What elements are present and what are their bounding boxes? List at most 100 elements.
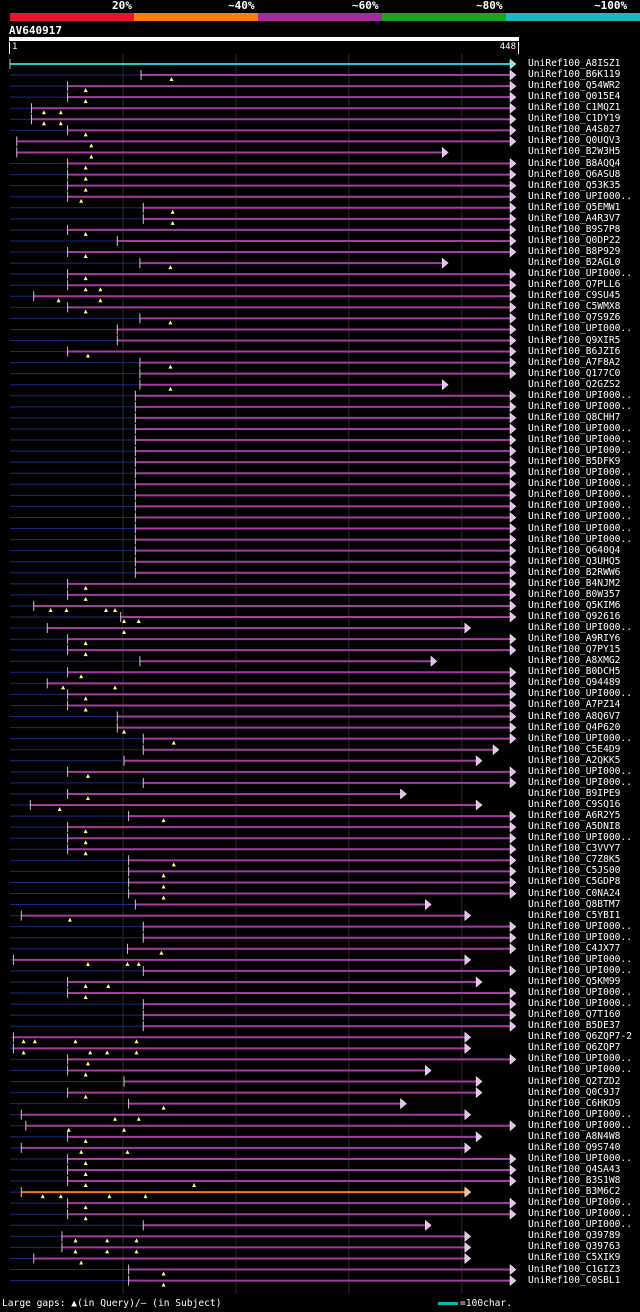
- hit-label[interactable]: UniRef100_Q6ZQP7: [528, 1042, 621, 1054]
- hit-label[interactable]: UniRef100_A9RIY6: [528, 633, 621, 645]
- hit-label[interactable]: UniRef100_Q4SA43: [528, 1164, 621, 1175]
- hit-label[interactable]: UniRef100_C7Z8K5: [528, 854, 621, 866]
- hit-row[interactable]: [10, 401, 517, 413]
- hit-row[interactable]: [10, 1142, 472, 1154]
- hit-row[interactable]: [10, 423, 517, 435]
- hit-row[interactable]: [10, 224, 517, 236]
- hit-label[interactable]: UniRef100_UPI000..: [528, 920, 632, 932]
- hit-row[interactable]: [10, 600, 517, 612]
- hit-label[interactable]: UniRef100_Q92616: [528, 611, 621, 622]
- hit-row[interactable]: [10, 644, 517, 657]
- hit-label[interactable]: UniRef100_B5DFK9: [528, 456, 621, 468]
- hit-label[interactable]: UniRef100_UPI000..: [528, 389, 632, 401]
- hit-label[interactable]: UniRef100_B5DE37: [528, 1020, 621, 1032]
- hit-label[interactable]: UniRef100_Q0UQV3: [528, 135, 621, 147]
- hit-row[interactable]: [10, 1131, 483, 1143]
- hit-row[interactable]: [10, 412, 517, 424]
- hit-label[interactable]: UniRef100_UPI000..: [528, 765, 632, 777]
- hit-row[interactable]: [10, 534, 517, 546]
- hit-label[interactable]: UniRef100_B8P929: [528, 246, 621, 258]
- hit-label[interactable]: UniRef100_UPI000..: [528, 776, 632, 788]
- hit-row[interactable]: [10, 102, 517, 115]
- hit-row[interactable]: [10, 1252, 472, 1265]
- hit-row[interactable]: [10, 611, 517, 623]
- hit-label[interactable]: UniRef100_UPI000..: [528, 500, 632, 512]
- hit-row[interactable]: [10, 1219, 432, 1231]
- hit-row[interactable]: [10, 1087, 483, 1099]
- hit-label[interactable]: UniRef100_A8Q6V7: [528, 710, 621, 722]
- hit-row[interactable]: [10, 854, 517, 867]
- hit-row[interactable]: [10, 1075, 483, 1088]
- hit-row[interactable]: [10, 1009, 517, 1021]
- hit-row[interactable]: [10, 788, 407, 800]
- hit-label[interactable]: UniRef100_UPI000..: [528, 931, 632, 943]
- hit-row[interactable]: [10, 312, 517, 325]
- hit-row[interactable]: [10, 711, 517, 723]
- hit-label[interactable]: UniRef100_Q53K35: [528, 179, 621, 191]
- hit-label[interactable]: UniRef100_Q3UHQ5: [528, 555, 621, 567]
- hit-label[interactable]: UniRef100_Q5KM99: [528, 975, 621, 987]
- hit-row[interactable]: [10, 567, 517, 579]
- hit-label[interactable]: UniRef100_B8AQQ4: [528, 157, 621, 169]
- hit-row[interactable]: [10, 323, 517, 335]
- hit-row[interactable]: [10, 1020, 517, 1032]
- hit-label[interactable]: UniRef100_Q94489: [528, 677, 621, 689]
- hit-row[interactable]: [10, 290, 517, 303]
- hit-row[interactable]: [10, 445, 517, 457]
- hit-row[interactable]: [10, 545, 517, 557]
- hit-row[interactable]: [10, 843, 517, 856]
- hit-label[interactable]: UniRef100_UPI000..: [528, 522, 632, 534]
- hit-label[interactable]: UniRef100_UPI000..: [528, 478, 632, 490]
- hit-label[interactable]: UniRef100_UPI000..: [528, 832, 632, 844]
- hit-row[interactable]: [10, 722, 517, 734]
- hit-row[interactable]: [10, 1264, 517, 1276]
- hit-label[interactable]: UniRef100_UPI000..: [528, 1197, 632, 1209]
- hit-label[interactable]: UniRef100_Q54WR2: [528, 80, 621, 92]
- hit-row[interactable]: [10, 1241, 472, 1254]
- hit-label[interactable]: UniRef100_UPI000..: [528, 268, 632, 280]
- hit-row[interactable]: [16, 135, 517, 148]
- hit-label[interactable]: UniRef100_Q5EMW1: [528, 201, 621, 213]
- hit-label[interactable]: UniRef100_UPI000..: [528, 1152, 632, 1164]
- hit-row[interactable]: [10, 688, 517, 701]
- hit-row[interactable]: [10, 69, 517, 82]
- hit-label[interactable]: UniRef100_UPI000..: [528, 511, 632, 523]
- hit-label[interactable]: UniRef100_C5GDP8: [528, 876, 621, 888]
- hit-row[interactable]: [10, 213, 517, 225]
- hit-label[interactable]: UniRef100_UPI000..: [528, 964, 632, 976]
- hit-row[interactable]: [10, 832, 517, 845]
- hit-label[interactable]: UniRef100_UPI000..: [528, 445, 632, 457]
- hit-label[interactable]: UniRef100_Q7T160: [528, 1009, 621, 1021]
- hit-row[interactable]: [10, 1120, 517, 1132]
- hit-label[interactable]: UniRef100_Q2TZD2: [528, 1075, 621, 1087]
- hit-label[interactable]: UniRef100_B0W357: [528, 588, 621, 600]
- hit-row[interactable]: [10, 113, 517, 126]
- hit-row[interactable]: [10, 755, 483, 767]
- hit-label[interactable]: UniRef100_Q4P620: [528, 721, 621, 733]
- hit-row[interactable]: [10, 998, 517, 1010]
- hit-label[interactable]: UniRef100_C1MQZ1: [528, 102, 621, 114]
- hit-row[interactable]: [10, 910, 472, 922]
- hit-label[interactable]: UniRef100_UPI000..: [528, 1064, 632, 1076]
- hit-label[interactable]: UniRef100_Q8BTM7: [528, 898, 621, 910]
- hit-row[interactable]: [10, 500, 517, 512]
- hit-row[interactable]: [10, 1208, 517, 1221]
- hit-label[interactable]: UniRef100_UPI000..: [528, 434, 632, 446]
- hit-label[interactable]: UniRef100_A5DNI8: [528, 821, 621, 833]
- hit-row[interactable]: [10, 622, 472, 635]
- hit-row[interactable]: [10, 1186, 472, 1199]
- hit-row[interactable]: [10, 478, 517, 490]
- hit-label[interactable]: UniRef100_Q015E4: [528, 91, 621, 103]
- hit-row[interactable]: [10, 976, 483, 988]
- hit-row[interactable]: [10, 965, 517, 977]
- hit-row[interactable]: [10, 821, 517, 834]
- hit-row[interactable]: [10, 434, 517, 446]
- hit-row[interactable]: [10, 301, 517, 314]
- hit-label[interactable]: UniRef100_UPI000..: [528, 1053, 632, 1065]
- hit-label[interactable]: UniRef100_Q8CHH7: [528, 411, 621, 423]
- hit-label[interactable]: UniRef100_B2RWW6: [528, 566, 621, 578]
- hit-label[interactable]: UniRef100_C4JX77: [528, 942, 621, 954]
- hit-row[interactable]: [16, 146, 449, 159]
- hit-row[interactable]: [10, 279, 517, 292]
- hit-label[interactable]: UniRef100_UPI000..: [528, 1108, 632, 1120]
